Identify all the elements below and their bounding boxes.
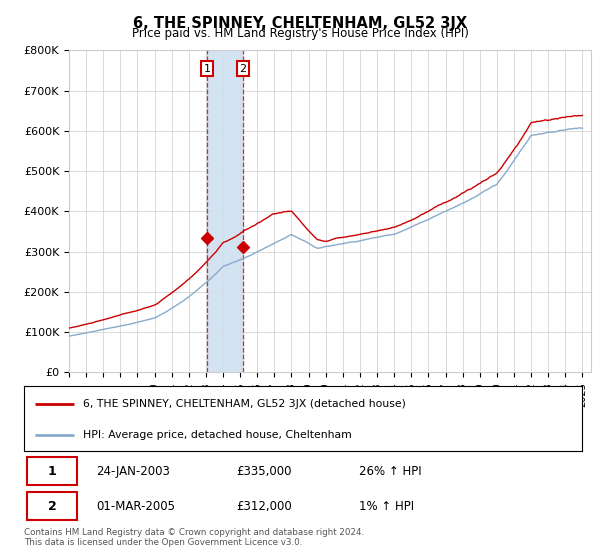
- FancyBboxPatch shape: [27, 457, 77, 485]
- Text: 1% ↑ HPI: 1% ↑ HPI: [359, 500, 414, 512]
- Text: 26% ↑ HPI: 26% ↑ HPI: [359, 465, 421, 478]
- Text: Price paid vs. HM Land Registry's House Price Index (HPI): Price paid vs. HM Land Registry's House …: [131, 27, 469, 40]
- Text: 24-JAN-2003: 24-JAN-2003: [97, 465, 170, 478]
- Bar: [207, 50, 243, 372]
- Text: 1: 1: [203, 63, 211, 73]
- FancyBboxPatch shape: [27, 492, 77, 520]
- Text: Contains HM Land Registry data © Crown copyright and database right 2024.
This d: Contains HM Land Registry data © Crown c…: [24, 528, 364, 547]
- Text: 2: 2: [239, 63, 247, 73]
- Text: £312,000: £312,000: [236, 500, 292, 512]
- Text: HPI: Average price, detached house, Cheltenham: HPI: Average price, detached house, Chel…: [83, 430, 352, 440]
- Text: 01-MAR-2005: 01-MAR-2005: [97, 500, 176, 512]
- Text: 2: 2: [47, 500, 56, 512]
- Text: 1: 1: [47, 465, 56, 478]
- Text: £335,000: £335,000: [236, 465, 292, 478]
- Text: 6, THE SPINNEY, CHELTENHAM, GL52 3JX: 6, THE SPINNEY, CHELTENHAM, GL52 3JX: [133, 16, 467, 31]
- Text: 6, THE SPINNEY, CHELTENHAM, GL52 3JX (detached house): 6, THE SPINNEY, CHELTENHAM, GL52 3JX (de…: [83, 399, 406, 409]
